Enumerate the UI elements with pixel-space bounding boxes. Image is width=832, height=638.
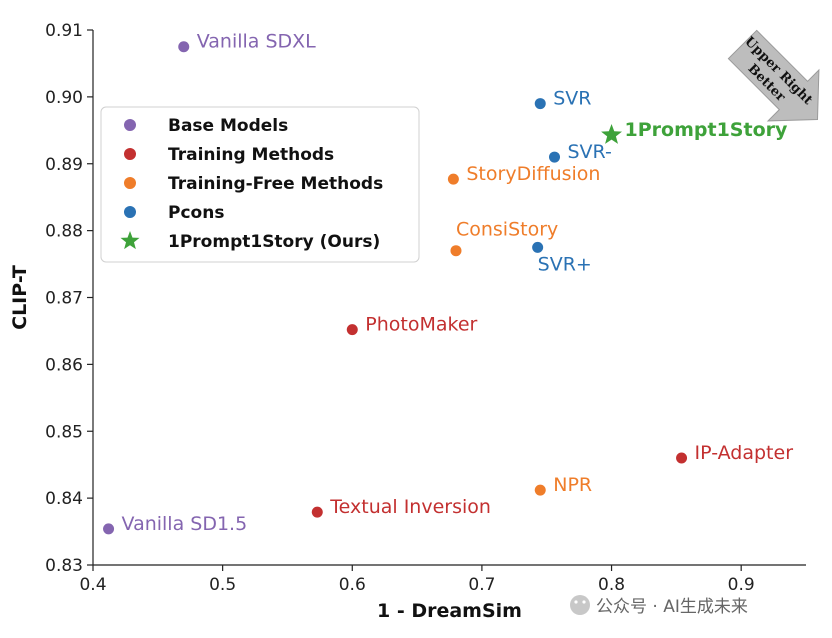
x-tick-label: 0.4 bbox=[79, 575, 106, 595]
data-point-star bbox=[601, 123, 623, 144]
y-tick-label: 0.87 bbox=[45, 289, 83, 309]
data-point bbox=[311, 506, 323, 518]
data-point bbox=[532, 241, 544, 253]
y-tick-label: 0.90 bbox=[45, 88, 83, 108]
watermark-text: 公众号 · AI生成未来 bbox=[596, 597, 748, 617]
wechat-icon bbox=[570, 595, 590, 615]
y-tick-label: 0.84 bbox=[45, 489, 83, 509]
data-label: SVR- bbox=[568, 141, 612, 163]
wechat-icon-eye bbox=[574, 600, 578, 604]
legend-marker bbox=[124, 148, 136, 160]
legend-label: 1Prompt1Story (Ours) bbox=[168, 232, 380, 252]
data-point bbox=[447, 173, 459, 185]
data-label: PhotoMaker bbox=[365, 314, 477, 336]
legend-box bbox=[100, 106, 420, 263]
x-tick-label: 0.6 bbox=[339, 575, 366, 595]
legend-marker-star bbox=[120, 231, 140, 250]
arrow-shape bbox=[727, 29, 820, 122]
data-label: Textual Inversion bbox=[329, 496, 491, 518]
y-tick-label: 0.88 bbox=[45, 222, 83, 242]
y-tick-label: 0.91 bbox=[45, 21, 83, 41]
data-point bbox=[103, 523, 115, 535]
data-point bbox=[676, 452, 688, 464]
wechat-icon-eye bbox=[582, 600, 586, 604]
data-point bbox=[534, 484, 546, 496]
data-label: Vanilla SD1.5 bbox=[122, 513, 248, 535]
legend-label: Training-Free Methods bbox=[168, 174, 383, 194]
data-label: 1Prompt1Story bbox=[625, 119, 788, 141]
data-label: StoryDiffusion bbox=[466, 163, 600, 185]
x-axis-title: 1 - DreamSim bbox=[377, 600, 522, 622]
y-tick-label: 0.83 bbox=[45, 556, 83, 576]
x-tick-label: 0.7 bbox=[468, 575, 495, 595]
data-label: SVR bbox=[553, 88, 591, 110]
y-tick-label: 0.85 bbox=[45, 422, 83, 442]
legend-marker bbox=[124, 177, 136, 189]
y-axis-title: CLIP-T bbox=[9, 265, 31, 330]
legend-label: Base Models bbox=[168, 116, 288, 136]
x-tick-label: 0.5 bbox=[209, 575, 236, 595]
legend-marker bbox=[124, 206, 136, 218]
data-point bbox=[178, 41, 190, 53]
data-label: IP-Adapter bbox=[695, 442, 794, 464]
x-tick-label: 0.8 bbox=[598, 575, 625, 595]
data-point bbox=[549, 151, 561, 163]
data-point bbox=[346, 324, 358, 336]
legend-label: Training Methods bbox=[168, 145, 334, 165]
legend-marker bbox=[124, 119, 136, 131]
x-tick-label: 0.9 bbox=[728, 575, 755, 595]
data-point bbox=[450, 245, 462, 257]
y-tick-label: 0.86 bbox=[45, 355, 83, 375]
data-label: SVR+ bbox=[538, 253, 592, 275]
data-label: Vanilla SDXL bbox=[197, 31, 316, 53]
legend-label: Pcons bbox=[168, 203, 224, 223]
y-tick-label: 0.89 bbox=[45, 155, 83, 175]
data-label: NPR bbox=[553, 474, 592, 496]
data-label: ConsiStory bbox=[456, 219, 558, 241]
data-point bbox=[534, 98, 546, 110]
